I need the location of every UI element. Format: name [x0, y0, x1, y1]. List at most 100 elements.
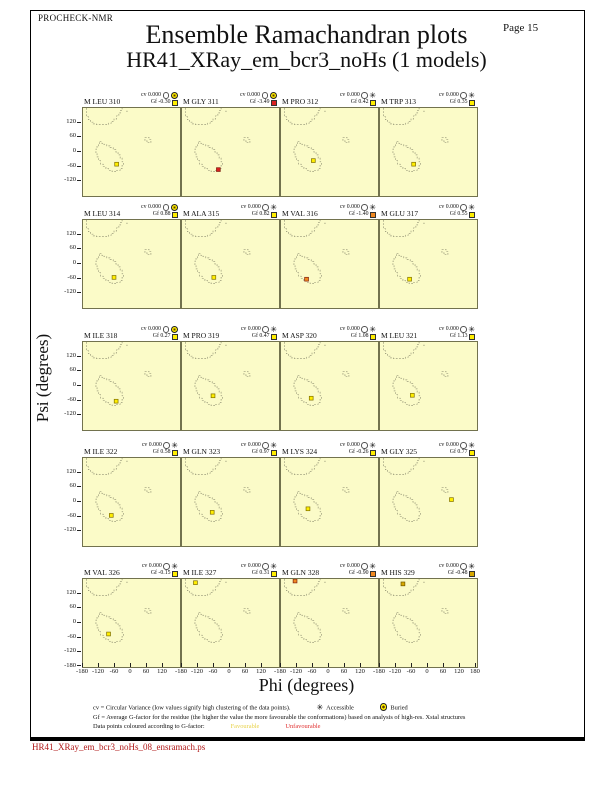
accessible-icon: ✳ — [369, 90, 376, 100]
buried-label: Buried — [390, 704, 408, 712]
panel-header: M TRP 313 cv 0.000 ✳ Gf 0.35 — [379, 85, 476, 107]
ramachandran-plot — [379, 578, 478, 668]
panel-m-lys-324: M LYS 324 cv 0.000 ✳ Gf -0.26 — [280, 435, 379, 547]
panel-m-trp-313: M TRP 313 cv 0.000 ✳ Gf 0.35 — [379, 85, 478, 197]
panel-header: M HIS 329 cv 0.000 ✳ Gf -0.48 — [379, 556, 476, 578]
residue-label: M LYS 324 — [282, 447, 318, 456]
ramachandran-plot — [181, 107, 280, 197]
legend: cv = Circular Variance (low values signi… — [93, 703, 563, 731]
y-tick-mark — [77, 486, 81, 488]
x-tick-label: -180 — [373, 668, 385, 675]
x-tick-mark — [98, 663, 99, 667]
x-tick-mark — [296, 663, 297, 667]
ramachandran-plot — [379, 341, 478, 431]
panel-m-leu-310: M LEU 310 cv 0.000 Gf -0.30 — [82, 85, 181, 197]
data-point — [304, 276, 309, 282]
y-tick-label: 0 — [72, 259, 76, 266]
open-circle-icon — [163, 442, 170, 449]
data-point — [292, 579, 298, 584]
ramachandran-plot — [280, 107, 379, 197]
y-tick-mark — [77, 248, 81, 250]
x-tick-label: 0 — [128, 668, 132, 675]
gf-value: Gf 0.35 — [449, 99, 468, 105]
residue-label: M GLU 317 — [381, 209, 419, 218]
data-point — [193, 580, 198, 585]
y-tick-label: 60 — [69, 482, 77, 490]
gf-colour-icon — [172, 333, 178, 340]
y-tick-label: 60 — [69, 132, 77, 140]
panel-m-gln-323: M GLN 323 cv 0.000 ✳ Gf 0.97 — [181, 435, 280, 547]
accessible-icon: ✳ — [369, 202, 376, 212]
panel-m-leu-321: M LEU 321 cv 0.000 ✳ Gf 1.13 — [379, 319, 478, 431]
data-point — [407, 276, 412, 282]
residue-label: M ILE 327 — [183, 568, 217, 577]
gf-colour-icon — [172, 211, 178, 218]
data-point — [113, 398, 119, 404]
page-subtitle: HR41_XRay_em_bcr3_noHs (1 models) — [126, 47, 487, 72]
ramachandran-plot — [82, 341, 181, 431]
panel-m-ile-327: M ILE 327 cv 0.000 ✳ Gf 0.31 — [181, 556, 280, 668]
ramachandran-plot — [82, 219, 181, 309]
y-tick-label: -180 — [64, 662, 76, 669]
data-point — [305, 506, 311, 512]
unfavourable-label: Unfavourable — [285, 722, 321, 730]
gf-colour-icon — [172, 99, 178, 106]
ramachandran-plot — [181, 219, 280, 309]
gf-colour-icon — [271, 333, 277, 340]
x-tick-mark — [280, 663, 281, 667]
buried-icon — [170, 203, 178, 211]
open-circle-icon — [262, 563, 269, 570]
x-tick-mark — [328, 663, 329, 667]
x-tick-mark — [162, 663, 163, 667]
cv-value: cv 0.000 — [240, 563, 261, 569]
panel-m-val-326: M VAL 326 cv 0.000 ✳ Gf -0.15 — [82, 556, 181, 668]
data-point — [209, 510, 215, 515]
x-tick-mark — [443, 663, 444, 667]
cv-value: cv 0.000 — [240, 204, 261, 210]
gf-colour-icon — [469, 570, 475, 577]
residue-label: M GLY 325 — [381, 447, 418, 456]
x-tick-label: 120 — [157, 668, 167, 675]
ramachandran-plot — [181, 341, 280, 431]
residue-label: M LEU 310 — [84, 97, 121, 106]
y-tick-label: -120 — [64, 410, 76, 418]
x-tick-mark — [229, 663, 230, 667]
cv-value: cv 0.000 — [339, 326, 360, 332]
residue-label: M ILE 318 — [84, 331, 118, 340]
data-point — [114, 161, 119, 167]
residue-label: M LEU 314 — [84, 209, 121, 218]
x-tick-label: -60 — [208, 668, 218, 675]
data-point — [106, 631, 111, 637]
gf-colour-icon — [370, 211, 376, 218]
gf-colour-icon — [172, 570, 178, 577]
cv-value: cv 0.000 — [438, 92, 459, 98]
accessible-icon: ✳ — [171, 561, 178, 571]
cv-value: cv 0.000 — [240, 326, 261, 332]
x-tick-label: -120 — [290, 668, 302, 675]
y-tick-mark — [77, 277, 81, 279]
gf-value: Gf 1.08 — [350, 333, 369, 339]
gf-colour-icon — [271, 570, 277, 577]
data-point — [109, 513, 114, 518]
gf-value: Gf 0.77 — [449, 449, 468, 455]
open-circle-icon — [163, 563, 170, 570]
residue-label: M PRO 312 — [282, 97, 319, 106]
y-tick-label: 0 — [72, 497, 76, 504]
open-circle-icon — [162, 326, 169, 333]
y-tick-mark — [77, 592, 81, 594]
y-tick-label: 0 — [72, 147, 76, 154]
cv-value: cv 0.000 — [339, 442, 360, 448]
favourable-label: Favourable — [230, 722, 260, 730]
residue-label: M ILE 322 — [84, 447, 118, 456]
data-point — [308, 395, 314, 401]
open-circle-icon — [162, 92, 169, 99]
y-tick-mark — [77, 651, 81, 653]
accessible-icon: ✳ — [270, 440, 277, 450]
x-tick-mark — [395, 663, 396, 667]
x-tick-mark — [213, 663, 214, 667]
cv-value: cv 0.000 — [141, 325, 161, 332]
legend-line-gf: Gf = Average G-factor for the residue (t… — [93, 713, 466, 721]
gf-value: Gf -1.40 — [348, 211, 369, 217]
ps-filename: HR41_XRay_em_bcr3_noHs_08_ensramach.ps — [32, 742, 206, 752]
y-tick-mark — [77, 607, 81, 609]
